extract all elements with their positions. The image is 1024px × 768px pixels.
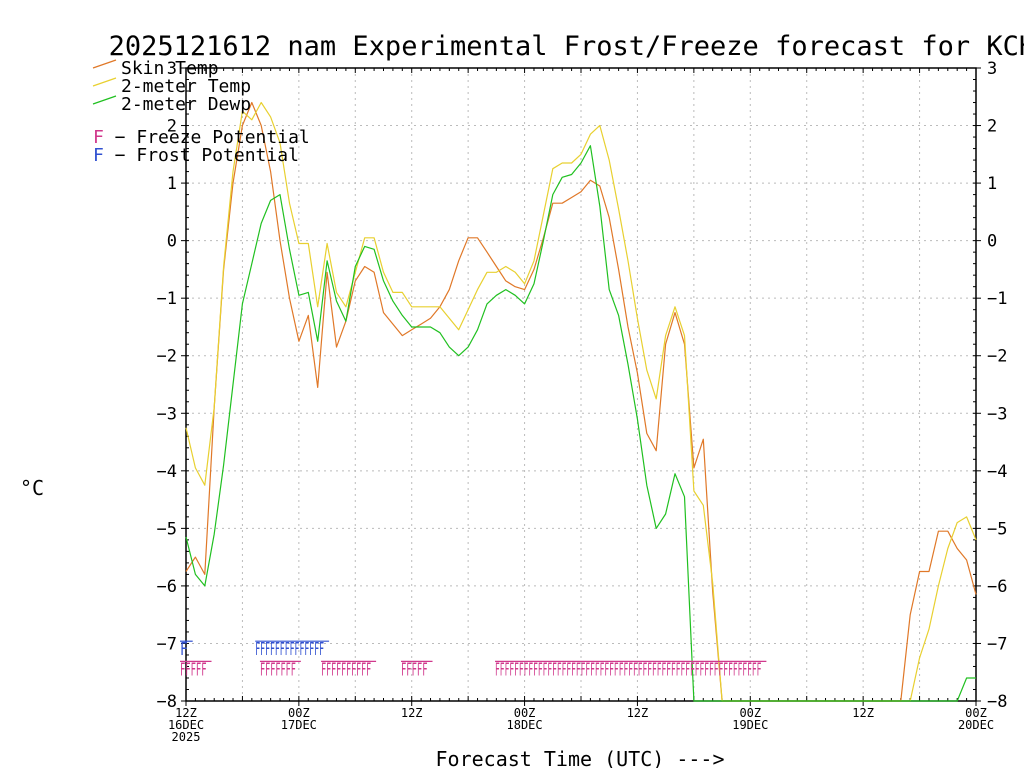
freeze-marker-run: FFFFFFFFFF bbox=[321, 659, 371, 680]
freeze-marker-run: FFFFF bbox=[180, 659, 207, 680]
x-tick-label: 12Z bbox=[175, 706, 197, 720]
y-axis: 3 3 2 2 1 1 0 0 −1 −1 −2 −2 −3 −3 −4 −4 −5 −5 −6 −6 −7 −7 −8 −8 bbox=[157, 59, 1008, 712]
y-tick-label-right: 3 bbox=[987, 59, 997, 79]
x-tick-label: 12Z bbox=[627, 706, 649, 720]
y-tick-label-right: 2 bbox=[987, 117, 997, 137]
frost-marker-run: F bbox=[180, 639, 188, 660]
x-tick-label: 17DEC bbox=[281, 718, 317, 732]
y-tick-label-left: −7 bbox=[157, 634, 177, 654]
legend-label: 2-meter Temp bbox=[121, 76, 251, 97]
y-tick-label-right: −8 bbox=[987, 692, 1007, 712]
y-tick-label-left: −5 bbox=[157, 519, 177, 539]
x-tick-label: 12Z bbox=[401, 706, 423, 720]
x-tick-label: 19DEC bbox=[732, 718, 768, 732]
x-tick-label: 18DEC bbox=[507, 718, 543, 732]
x-tick-label: 20DEC bbox=[958, 718, 994, 732]
y-tick-label-left: −2 bbox=[157, 347, 177, 367]
legend-label: Skin Temp bbox=[121, 58, 219, 79]
y-tick-label-left: 1 bbox=[167, 174, 177, 194]
freeze-marker-run: FFFFFFF bbox=[260, 659, 296, 680]
y-tick-label-left: −3 bbox=[157, 404, 177, 424]
x-tick-label: 00Z bbox=[965, 706, 987, 720]
freeze-marker-run: FFFFF bbox=[401, 659, 428, 680]
y-tick-label-right: −4 bbox=[987, 462, 1007, 482]
x-axis-label: Forecast Time (UTC) ---> bbox=[436, 747, 725, 768]
y-tick-label-left: 3 bbox=[167, 59, 177, 79]
y-tick-label-right: −1 bbox=[987, 289, 1007, 309]
x-tick-label: 12Z bbox=[852, 706, 874, 720]
y-tick-label-right: −3 bbox=[987, 404, 1007, 424]
y-tick-label-right: −7 bbox=[987, 634, 1007, 654]
x-tick-label: 00Z bbox=[739, 706, 761, 720]
chart-title: 2025121612 nam Experimental Frost/Freeze… bbox=[109, 31, 1024, 62]
y-tick-label-left: 2 bbox=[167, 117, 177, 137]
y-tick-label-left: −6 bbox=[157, 577, 177, 597]
series-line-2-meter-dewp bbox=[185, 145, 976, 702]
y-tick-label-right: 1 bbox=[987, 174, 997, 194]
y-tick-label-right: −6 bbox=[987, 577, 1007, 597]
freeze-marker-run: FFFFFFFFFFFFFFFFFFFFFFFFFFFFFFFFFFFFFFFF… bbox=[495, 659, 761, 680]
x-tick-label: 00Z bbox=[288, 706, 310, 720]
legend-swatch bbox=[92, 95, 117, 105]
y-axis-label: °C bbox=[20, 476, 44, 500]
series-lines bbox=[185, 101, 977, 702]
legend-freeze: F − Freeze Potential bbox=[93, 127, 310, 148]
y-tick-label-left: −1 bbox=[157, 289, 177, 309]
legend-frost: F − Frost Potential bbox=[93, 145, 299, 166]
y-tick-label-left: 0 bbox=[167, 232, 177, 252]
legend-swatch bbox=[92, 59, 117, 69]
x-tick-label: 16DEC bbox=[168, 718, 204, 732]
y-tick-label-right: −5 bbox=[987, 519, 1007, 539]
series-line-2-meter-temp bbox=[185, 101, 977, 702]
y-tick-label-right: 0 bbox=[987, 232, 997, 252]
y-tick-label-right: −2 bbox=[987, 347, 1007, 367]
potential-markers: FFFFF FFFFFFF FFFFFFFFFF FFFFF FFFFFFFFFFFFF… bbox=[180, 639, 767, 680]
series-line-skin-temp bbox=[185, 101, 977, 702]
frost-marker-run: FFFFFFFFFFFFFF bbox=[255, 639, 324, 660]
x-tick-label: 00Z bbox=[514, 706, 536, 720]
y-tick-label-left: −8 bbox=[157, 692, 177, 712]
legend-swatch bbox=[92, 77, 117, 87]
y-tick-label-left: −4 bbox=[157, 462, 177, 482]
x-tick-label: 2025 bbox=[172, 730, 201, 744]
legend-label: 2-meter Dewp bbox=[121, 94, 251, 115]
